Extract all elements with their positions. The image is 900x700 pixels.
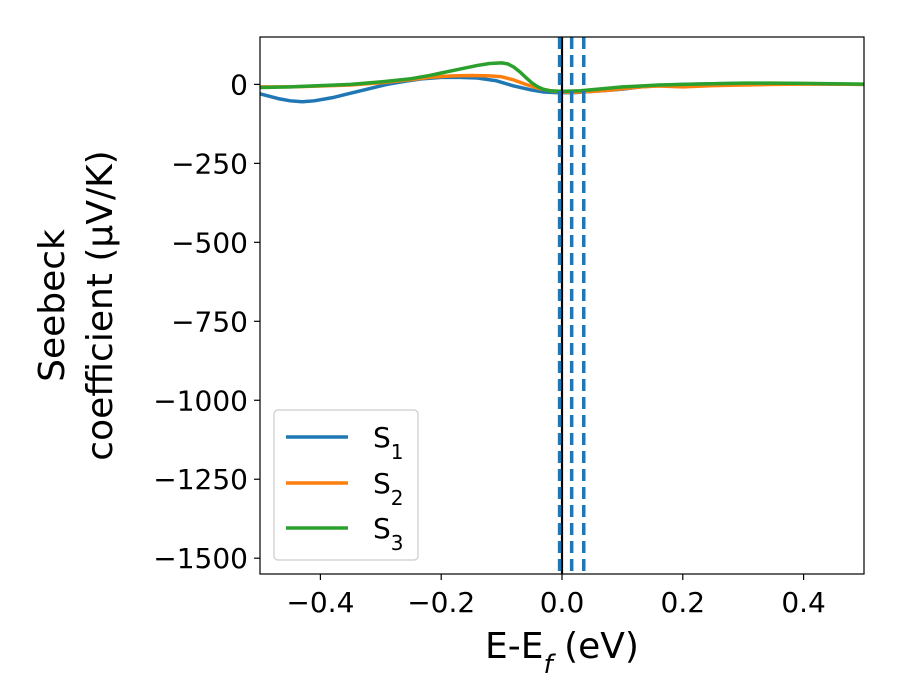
legend-entry-s1: S1 [286, 421, 404, 464]
legend-entry-s3: S3 [286, 512, 404, 555]
legend-entry-s2: S2 [286, 467, 404, 510]
y-axis-label-line1: Seebeck [32, 229, 73, 382]
y-tick-label: −1500 [153, 542, 248, 575]
series-line-s3 [260, 61, 864, 94]
x-tick-label: −0.2 [407, 586, 475, 619]
y-tick-label: −250 [171, 147, 248, 180]
svg-text:E-Ef (eV): E-Ef (eV) [485, 626, 639, 680]
y-tick-label: −500 [171, 226, 248, 259]
legend: S1 S2 S3 [273, 409, 419, 561]
y-axis-label: Seebeck coefficient (μV/K) [32, 150, 121, 460]
legend-label-s1: S1 [373, 421, 404, 464]
y-axis-label-line2: coefficient (μV/K) [80, 150, 121, 460]
y-tick-label: −1000 [153, 384, 248, 417]
x-axis-label-unit: (eV) [553, 626, 639, 667]
x-tick-label: 0.0 [540, 586, 585, 619]
legend-label-s3: S3 [373, 512, 404, 555]
y-tick-label: 0 [230, 68, 248, 101]
x-axis-label-main: E-E [485, 626, 543, 667]
plot-lines [260, 37, 864, 574]
x-axis-label: E-Ef (eV) [485, 626, 639, 680]
x-tick-label: −0.4 [286, 586, 354, 619]
x-tick-label: 0.2 [661, 586, 706, 619]
legend-box [273, 409, 419, 561]
y-tick-label: −1250 [153, 463, 248, 496]
x-tick-label: 0.4 [781, 586, 826, 619]
y-tick-label: −750 [171, 305, 248, 338]
ticks: −0.4 −0.2 0.0 0.2 0.4 0 −250 −500 −750 −1000 −1250… [153, 68, 826, 619]
legend-label-s2: S2 [373, 467, 404, 510]
